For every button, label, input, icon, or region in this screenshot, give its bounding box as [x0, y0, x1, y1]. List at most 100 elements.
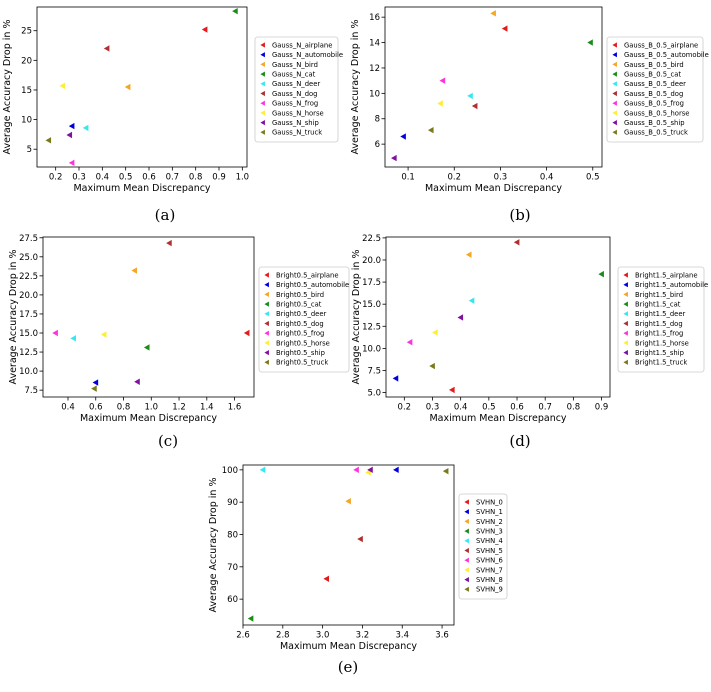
legend-marker: [612, 110, 617, 116]
subfigure-caption: (e): [338, 658, 359, 676]
subfigure-caption: (c): [158, 432, 178, 450]
y-tick-label: 20.0: [19, 291, 38, 301]
data-point-3: [247, 615, 254, 622]
legend-marker: [260, 42, 265, 48]
x-tick-label: 3.0: [316, 631, 330, 641]
legend-entry: Gauss_B_0.5_automobile: [624, 51, 709, 59]
legend-marker: [623, 320, 628, 327]
axes-frame: [42, 236, 255, 398]
legend-marker: [264, 301, 269, 307]
subplot-4: 2.6 2.8 3.0 3.2 3.4 3.6 60 70 80 90 100 Maximum Mea…: [208, 464, 508, 676]
legend-marker: [464, 567, 469, 573]
y-tick-label: 7.5: [367, 366, 381, 376]
x-axis-label: Maximum Mean Discrepancy: [429, 413, 566, 424]
legend-box: [254, 36, 339, 143]
legend-marker: [260, 71, 265, 77]
y-tick-label: 17.5: [362, 278, 381, 288]
subfigure-caption: (b): [509, 206, 530, 224]
y-tick-label: 60: [227, 595, 238, 605]
data-point-7: [59, 82, 66, 90]
y-tick-label: 25: [21, 27, 32, 37]
data-point-5: [357, 535, 363, 543]
data-point-8: [391, 154, 397, 162]
x-axis-label: Maximum Mean Discrepancy: [80, 413, 217, 424]
subplot-0: 0.2 0.3 0.4 0.5 0.6 0.7 0.8 0.9 1.0 5 10 15 20 25 Maxi…: [2, 6, 343, 224]
legend-entry: SVHN_4: [476, 537, 503, 545]
y-tick-label: 16: [369, 13, 380, 23]
x-tick-label: 1.6: [228, 403, 242, 413]
y-tick-label: 80: [227, 530, 238, 540]
data-point-9: [45, 137, 52, 144]
x-tick-label: 0.5: [119, 173, 133, 183]
axes-frame: [36, 6, 248, 168]
legend-entry: Bright0.5_frog: [276, 330, 324, 338]
data-point-9: [442, 467, 449, 475]
data-point-5: [471, 102, 478, 110]
axes-frame: [384, 6, 603, 168]
data-point-0: [201, 26, 208, 33]
data-point-0: [243, 329, 250, 337]
data-point-1: [92, 379, 99, 386]
x-tick-label: 1.0: [236, 173, 250, 183]
data-point-7: [432, 329, 438, 336]
x-tick-label: 0.4: [61, 403, 75, 413]
legend-entry: Gauss_B_0.5_bird: [624, 61, 684, 69]
data-point-8: [367, 466, 373, 474]
legend-marker: [612, 61, 617, 67]
legend-marker: [464, 547, 469, 554]
x-tick-label: 1.2: [172, 403, 186, 413]
x-tick-label: 0.5: [482, 403, 496, 413]
data-point-4: [70, 335, 76, 342]
legend-entry: Gauss_B_0.5_airplane: [624, 41, 698, 49]
data-point-1: [400, 133, 406, 140]
x-tick-label: 0.2: [447, 173, 461, 183]
y-tick-label: 70: [227, 563, 238, 573]
legend-entry: Gauss_N_horse: [272, 109, 324, 117]
y-tick-label: 100: [222, 466, 238, 476]
data-point-3: [232, 7, 238, 15]
data-point-2: [345, 498, 351, 505]
legend-marker: [464, 538, 469, 544]
legend-entry: Bright0.5_ship: [276, 349, 325, 357]
legend-entry: Gauss_B_0.5_frog: [624, 100, 684, 108]
x-tick-label: 2.6: [236, 631, 250, 641]
data-point-3: [587, 39, 593, 46]
legend-marker: [260, 110, 265, 116]
legend-entry: SVHN_2: [476, 518, 503, 526]
y-tick-label: 5: [27, 145, 32, 155]
y-tick-label: 22.5: [19, 272, 38, 282]
x-tick-label: 1.4: [200, 403, 214, 413]
data-point-2: [131, 267, 138, 274]
x-tick-label: 2.8: [276, 631, 290, 641]
x-tick-label: 0.7: [166, 173, 180, 183]
x-tick-label: 0.4: [540, 173, 554, 183]
subplot-3: 0.2 0.3 0.4 0.5 0.6 0.7 0.8 0.9 5.0 7.5 10.0 12.5 15…: [351, 234, 708, 450]
legend-marker: [464, 509, 469, 515]
x-tick-label: 0.9: [212, 173, 226, 183]
data-point-4: [259, 466, 266, 474]
y-tick-label: 14: [369, 39, 380, 49]
y-tick-label: 90: [227, 498, 238, 508]
x-tick-label: 3.6: [435, 631, 449, 641]
legend-marker: [464, 518, 469, 524]
data-point-1: [68, 122, 75, 130]
x-tick-label: 0.8: [567, 403, 581, 413]
legend-marker: [612, 90, 617, 97]
legend-entry: Bright1.5_airplane: [635, 271, 698, 279]
data-point-0: [501, 25, 508, 32]
data-point-5: [166, 239, 172, 247]
legend-entry: Bright1.5_dog: [635, 320, 683, 328]
subfigure-caption: (a): [155, 206, 176, 224]
legend-marker: [612, 120, 617, 126]
data-point-7: [100, 331, 107, 338]
legend-entry: Bright1.5_frog: [635, 330, 683, 338]
legend-marker: [464, 557, 469, 563]
legend-entry: Bright1.5_cat: [635, 301, 681, 309]
legend-marker: [260, 129, 265, 135]
x-tick-label: 0.1: [401, 173, 415, 183]
legend-entry: Bright1.5_automobile: [635, 281, 708, 289]
legend-entry: Bright1.5_deer: [635, 310, 686, 318]
x-tick-label: 0.6: [510, 403, 524, 413]
y-tick-label: 15: [21, 86, 32, 96]
